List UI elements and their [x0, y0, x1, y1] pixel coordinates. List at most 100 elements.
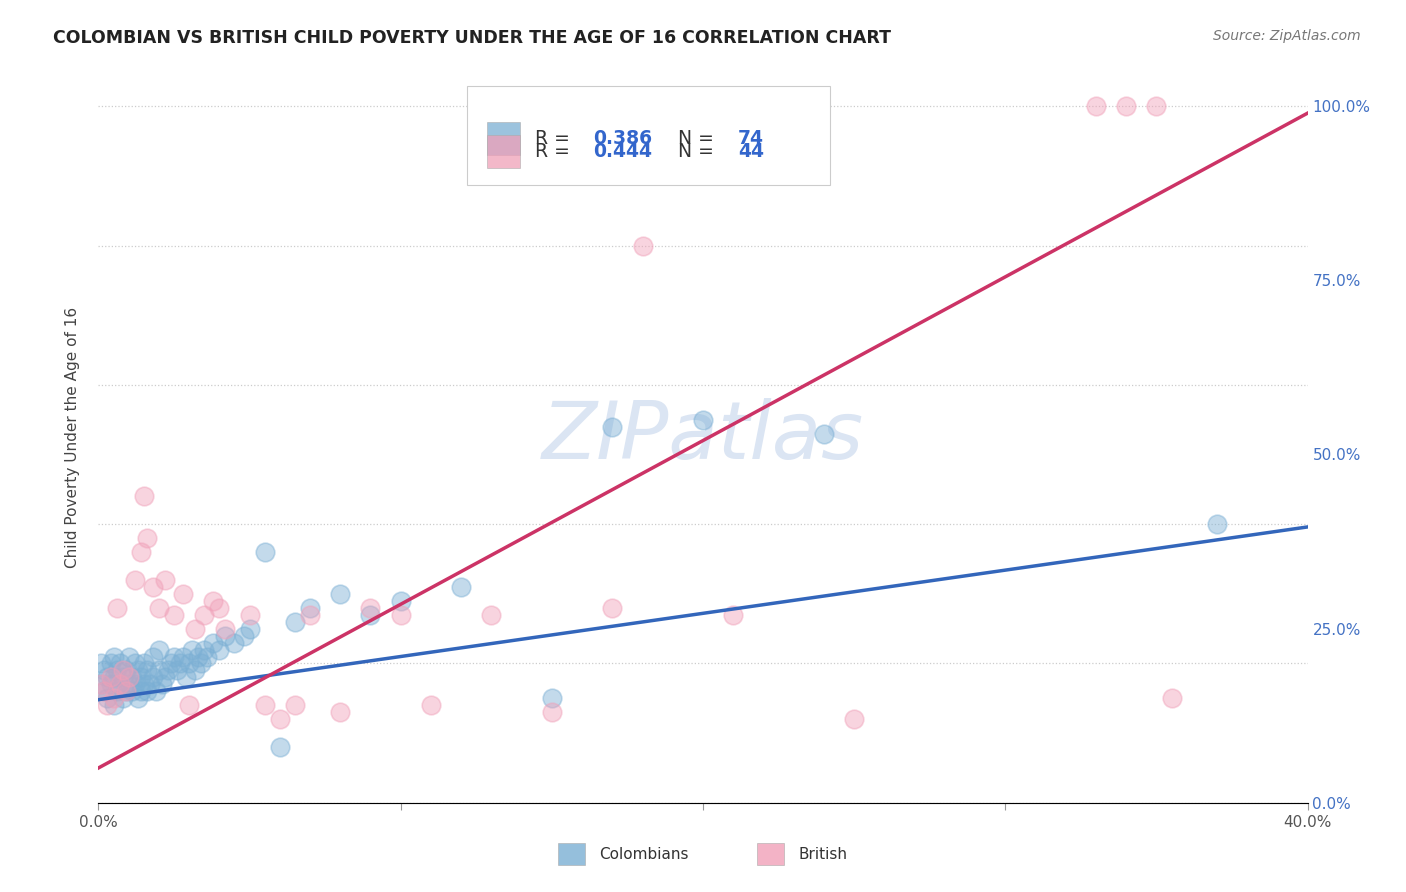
Point: [160, 657, 183, 671]
Point: [148, 600, 170, 615]
Point: [208, 600, 231, 615]
Point: [1115, 99, 1137, 113]
Point: [181, 642, 204, 657]
Point: [93, 684, 115, 698]
Point: [118, 670, 141, 684]
Bar: [758, 843, 785, 865]
Point: [142, 670, 165, 684]
Point: [135, 684, 157, 698]
Point: [184, 622, 207, 636]
FancyBboxPatch shape: [467, 86, 830, 185]
Point: [139, 677, 162, 691]
Point: [631, 238, 654, 252]
Bar: [486, 136, 520, 169]
Point: [100, 657, 122, 671]
Point: [103, 698, 125, 713]
Point: [142, 649, 165, 664]
Point: [148, 664, 170, 678]
Point: [692, 412, 714, 426]
Text: 74: 74: [738, 129, 763, 148]
Point: [195, 649, 218, 664]
Text: R =: R =: [534, 143, 576, 161]
Point: [129, 684, 152, 698]
Point: [90, 677, 112, 691]
Point: [208, 642, 231, 657]
Point: [184, 664, 207, 678]
Point: [540, 705, 562, 719]
Point: [239, 607, 262, 622]
Text: British: British: [799, 847, 848, 862]
Point: [360, 607, 382, 622]
Point: [1085, 99, 1108, 113]
Point: [179, 698, 201, 713]
Point: [723, 607, 745, 622]
Text: Colombians: Colombians: [599, 847, 689, 862]
Point: [329, 705, 352, 719]
Point: [108, 677, 131, 691]
Point: [121, 684, 143, 698]
Point: [190, 657, 212, 671]
Point: [118, 649, 141, 664]
Point: [239, 622, 262, 636]
Point: [156, 664, 179, 678]
Point: [127, 691, 149, 706]
Point: [132, 677, 155, 691]
Point: [114, 684, 136, 698]
Point: [129, 670, 152, 684]
Point: [214, 622, 236, 636]
Text: 44: 44: [738, 143, 763, 161]
Point: [172, 587, 194, 601]
Text: ZIPatlas: ZIPatlas: [541, 398, 865, 476]
Point: [103, 670, 125, 684]
Point: [602, 600, 624, 615]
Point: [108, 677, 131, 691]
Point: [124, 573, 146, 587]
Point: [129, 545, 152, 559]
Text: N =: N =: [665, 129, 720, 148]
Point: [163, 649, 186, 664]
Point: [103, 649, 125, 664]
Point: [1144, 99, 1167, 113]
Point: [114, 664, 136, 678]
Point: [169, 657, 191, 671]
Point: [96, 691, 118, 706]
Point: [232, 629, 254, 643]
Point: [193, 607, 215, 622]
Point: [253, 545, 276, 559]
Point: [481, 607, 503, 622]
Point: [450, 580, 472, 594]
Text: 0.386: 0.386: [593, 129, 652, 148]
Point: [96, 698, 118, 713]
Point: [420, 698, 443, 713]
Text: COLOMBIAN VS BRITISH CHILD POVERTY UNDER THE AGE OF 16 CORRELATION CHART: COLOMBIAN VS BRITISH CHILD POVERTY UNDER…: [53, 29, 891, 47]
Point: [118, 677, 141, 691]
Point: [124, 657, 146, 671]
Point: [111, 670, 134, 684]
Y-axis label: Child Poverty Under the Age of 16: Child Poverty Under the Age of 16: [65, 307, 80, 567]
Point: [1160, 691, 1182, 706]
Point: [214, 629, 236, 643]
Point: [389, 594, 412, 608]
Point: [105, 600, 128, 615]
Point: [114, 684, 136, 698]
Point: [1206, 517, 1229, 532]
Point: [96, 670, 118, 684]
Point: [284, 698, 307, 713]
Point: [224, 635, 246, 649]
Point: [108, 657, 131, 671]
Point: [844, 712, 866, 726]
Point: [602, 419, 624, 434]
Point: [299, 600, 322, 615]
Point: [148, 642, 170, 657]
Point: [329, 587, 352, 601]
Point: [145, 684, 167, 698]
Point: [166, 664, 188, 678]
Point: [90, 657, 112, 671]
Point: [172, 649, 194, 664]
Point: [360, 600, 382, 615]
Point: [93, 684, 115, 698]
Point: [132, 657, 155, 671]
Point: [135, 664, 157, 678]
Text: Source: ZipAtlas.com: Source: ZipAtlas.com: [1213, 29, 1361, 44]
Point: [111, 664, 134, 678]
